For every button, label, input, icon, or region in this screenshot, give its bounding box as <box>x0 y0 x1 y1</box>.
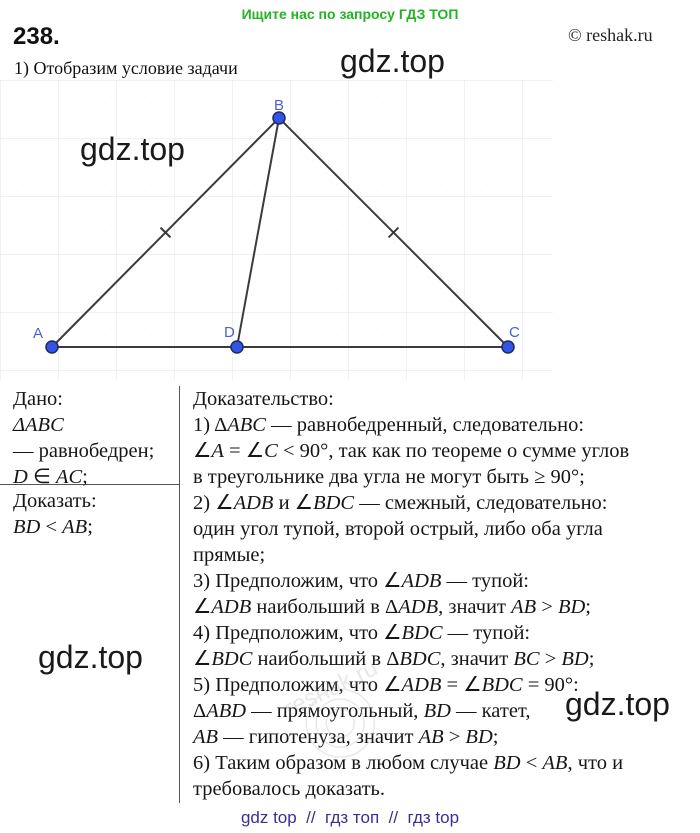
svg-text:gdz.top: gdz.top <box>80 131 185 167</box>
svg-text:A: A <box>33 325 43 342</box>
svg-text:D: D <box>224 324 235 341</box>
svg-text:C: C <box>509 324 520 341</box>
svg-text:B: B <box>274 97 284 114</box>
